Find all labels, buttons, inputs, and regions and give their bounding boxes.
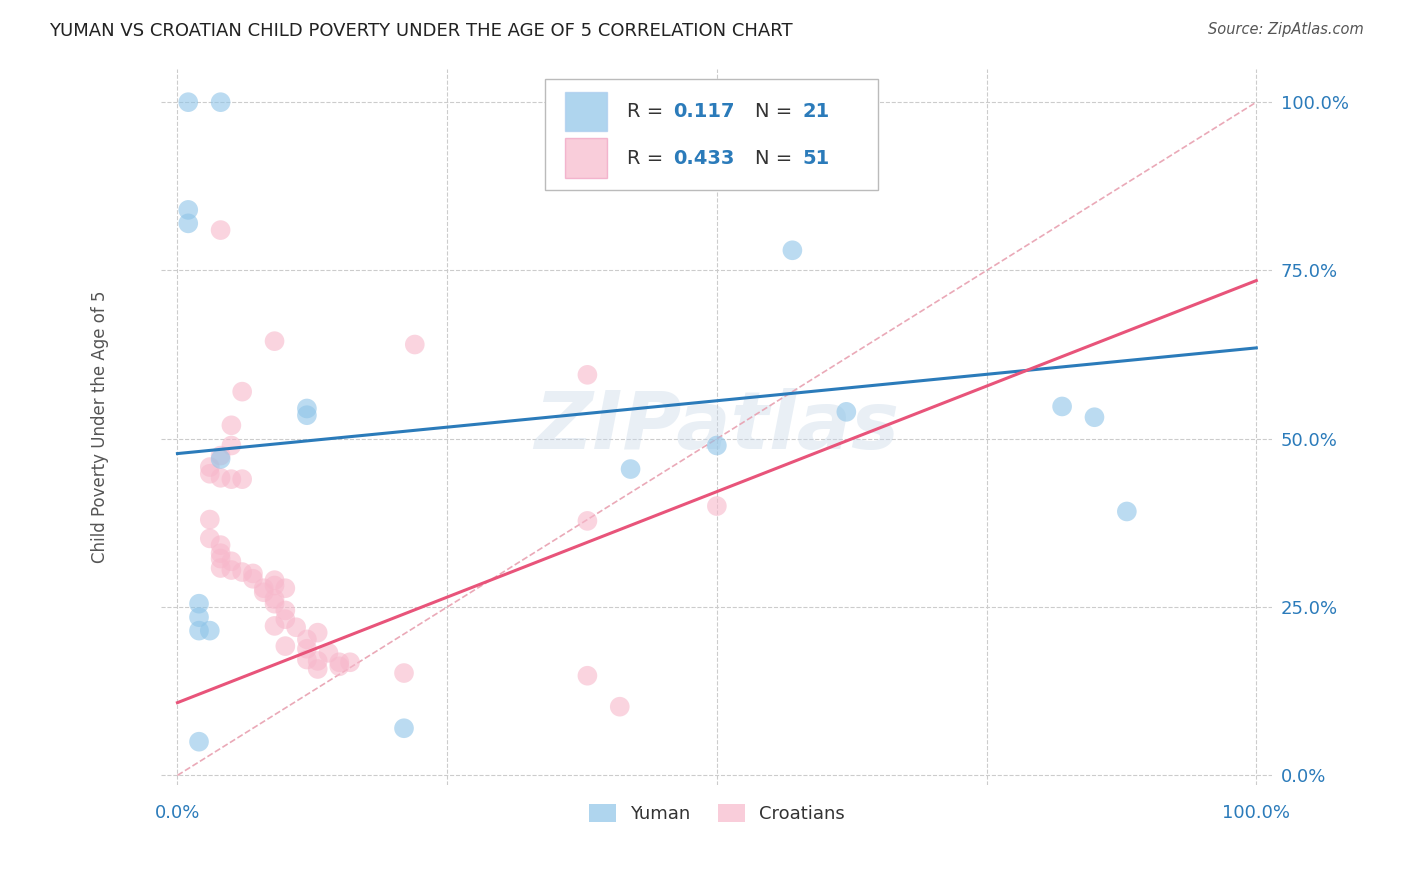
Text: 0.117: 0.117 xyxy=(673,102,735,121)
Point xyxy=(242,572,264,586)
Point xyxy=(231,472,253,486)
Point xyxy=(177,216,200,230)
Point xyxy=(221,472,243,486)
Text: 51: 51 xyxy=(803,149,830,168)
Point xyxy=(263,619,285,633)
Text: R =: R = xyxy=(627,102,669,121)
Point xyxy=(209,223,232,237)
Point xyxy=(598,95,620,110)
Point xyxy=(188,597,211,611)
Point xyxy=(328,655,350,669)
Point xyxy=(221,418,243,433)
Point xyxy=(392,666,415,681)
Point xyxy=(295,632,318,647)
Point xyxy=(221,554,243,568)
Point xyxy=(274,603,297,617)
Point xyxy=(253,585,276,599)
Point xyxy=(404,337,426,351)
Point xyxy=(274,612,297,626)
Point xyxy=(209,95,232,110)
Point xyxy=(188,735,211,749)
Text: Child Poverty Under the Age of 5: Child Poverty Under the Age of 5 xyxy=(91,291,110,563)
Point xyxy=(835,405,858,419)
FancyBboxPatch shape xyxy=(565,92,607,131)
Text: 0.0%: 0.0% xyxy=(155,804,200,822)
Point xyxy=(198,467,221,481)
Point xyxy=(263,592,285,607)
Point xyxy=(221,563,243,577)
Point xyxy=(188,610,211,624)
Point xyxy=(328,659,350,673)
Text: R =: R = xyxy=(627,149,669,168)
Point xyxy=(1083,410,1105,425)
Point xyxy=(177,202,200,217)
Point xyxy=(177,95,200,110)
Point xyxy=(295,641,318,656)
Text: N =: N = xyxy=(755,102,799,121)
Point xyxy=(619,462,641,476)
Point xyxy=(295,652,318,666)
Point xyxy=(318,646,340,660)
Point xyxy=(209,452,232,467)
Point xyxy=(253,581,276,595)
Text: 21: 21 xyxy=(803,102,830,121)
Point xyxy=(263,578,285,592)
Point xyxy=(274,639,297,653)
Point xyxy=(609,699,631,714)
Point xyxy=(231,565,253,579)
Point xyxy=(307,654,329,668)
Point xyxy=(231,384,253,399)
Point xyxy=(198,624,221,638)
Text: ZIPatlas: ZIPatlas xyxy=(534,388,900,466)
Point xyxy=(307,662,329,676)
Point xyxy=(576,669,599,683)
Point xyxy=(209,561,232,575)
Text: 0.433: 0.433 xyxy=(673,149,735,168)
Point xyxy=(339,655,361,669)
Text: YUMAN VS CROATIAN CHILD POVERTY UNDER THE AGE OF 5 CORRELATION CHART: YUMAN VS CROATIAN CHILD POVERTY UNDER TH… xyxy=(49,22,793,40)
Legend: Yuman, Croatians: Yuman, Croatians xyxy=(582,797,852,830)
Point xyxy=(307,625,329,640)
Point xyxy=(209,471,232,485)
Point xyxy=(209,546,232,560)
Point xyxy=(576,514,599,528)
Point xyxy=(198,512,221,526)
Point xyxy=(242,566,264,581)
Point xyxy=(209,449,232,463)
Point xyxy=(263,597,285,611)
Point xyxy=(1050,400,1073,414)
Point xyxy=(295,408,318,422)
Point xyxy=(392,721,415,735)
Text: N =: N = xyxy=(755,149,799,168)
Point xyxy=(706,499,728,513)
Point xyxy=(263,334,285,348)
Text: Source: ZipAtlas.com: Source: ZipAtlas.com xyxy=(1208,22,1364,37)
Point xyxy=(782,244,804,258)
Point xyxy=(706,438,728,452)
Point xyxy=(198,460,221,475)
FancyBboxPatch shape xyxy=(565,138,607,178)
Point xyxy=(274,581,297,595)
Point xyxy=(576,368,599,382)
Point xyxy=(1115,504,1137,518)
Point xyxy=(295,401,318,416)
Point xyxy=(188,624,211,638)
Point xyxy=(221,438,243,452)
Point xyxy=(263,573,285,587)
Text: 100.0%: 100.0% xyxy=(1222,804,1291,822)
Point xyxy=(209,551,232,566)
Point xyxy=(209,538,232,552)
FancyBboxPatch shape xyxy=(544,79,877,190)
Point xyxy=(198,532,221,546)
Point xyxy=(285,620,308,634)
